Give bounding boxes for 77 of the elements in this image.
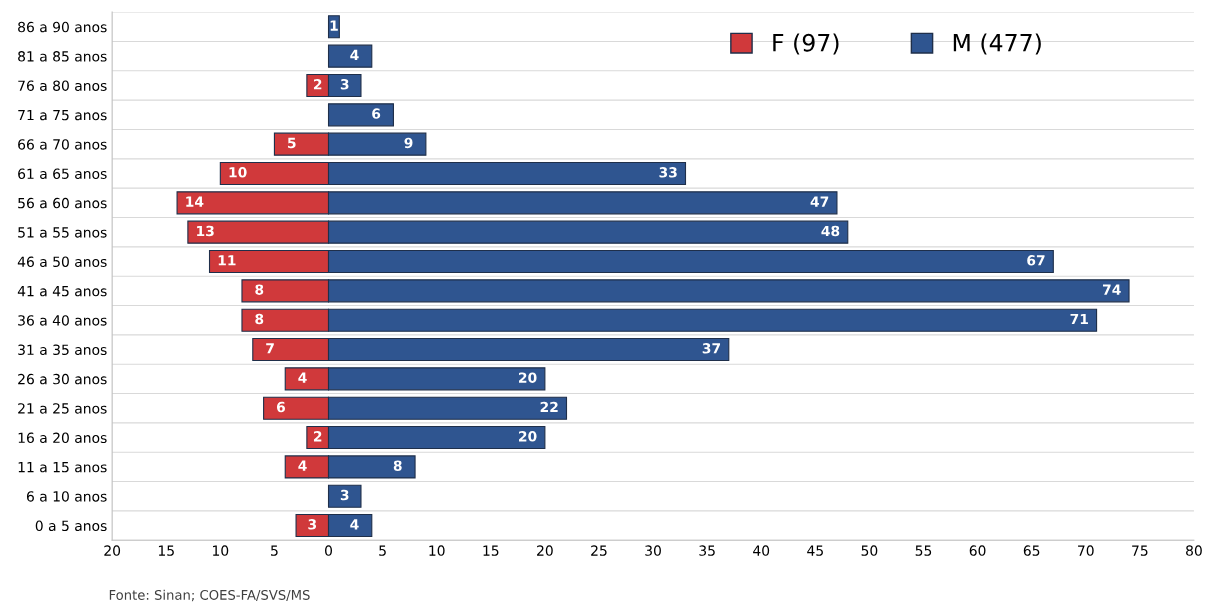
x-tick-label: 80 xyxy=(1186,545,1202,556)
x-tick-label: 35 xyxy=(699,545,715,556)
source-note: Fonte: Sinan; COES-FA/SVS/MS xyxy=(109,589,310,602)
data-label: 4 xyxy=(298,372,307,383)
data-label: 8 xyxy=(393,460,402,471)
y-tick-label: 81 a 85 anos xyxy=(18,51,107,62)
x-tick-label: 60 xyxy=(969,545,986,556)
x-tick-label: 75 xyxy=(1132,545,1148,556)
y-tick-label: 36 a 40 anos xyxy=(18,315,107,326)
data-label: 6 xyxy=(372,108,381,119)
y-tick-label: 86 a 90 anos xyxy=(18,21,107,33)
data-label: 4 xyxy=(350,49,359,60)
data-label: 8 xyxy=(255,284,264,295)
data-label: 8 xyxy=(255,313,264,325)
data-label: 2 xyxy=(313,431,322,442)
data-label: 5 xyxy=(287,137,296,149)
legend-label: F (97) xyxy=(773,33,839,55)
x-tick-label: 25 xyxy=(591,545,607,556)
x-tick-label: 70 xyxy=(1078,545,1094,556)
y-tick-label: 0 a 5 anos xyxy=(35,520,107,532)
x-tick-label: 65 xyxy=(1023,545,1040,556)
data-label: 2 xyxy=(313,79,322,90)
y-tick-label: 56 a 60 anos xyxy=(18,197,107,209)
y-tick-label: 46 a 50 anos xyxy=(17,256,107,267)
data-label: 4 xyxy=(298,460,307,471)
data-label: 22 xyxy=(540,401,558,413)
y-tick-label: 71 a 75 anos xyxy=(18,109,107,121)
y-tick-label: 51 a 55 anos xyxy=(18,227,107,238)
x-tick-label: 20 xyxy=(537,545,553,556)
data-label: 71 xyxy=(1070,313,1088,325)
data-label: 74 xyxy=(1102,284,1121,295)
y-tick-label: 21 a 25 anos xyxy=(18,403,107,414)
y-tick-label: 26 a 30 anos xyxy=(18,373,107,385)
data-label: 67 xyxy=(1027,255,1045,266)
data-label: 3 xyxy=(308,519,317,530)
data-label: 14 xyxy=(186,196,204,207)
x-tick-label: 50 xyxy=(861,545,878,556)
x-tick-label: 0 xyxy=(325,545,333,556)
data-label: 10 xyxy=(229,167,247,178)
data-label: 1 xyxy=(330,20,338,31)
y-tick-label: 6 a 10 anos xyxy=(26,491,107,502)
x-tick-label: 10 xyxy=(213,545,229,556)
y-tick-label: 11 a 15 anos xyxy=(18,462,107,473)
x-tick-label: 20 xyxy=(104,545,121,556)
y-tick-label: 31 a 35 anos xyxy=(18,344,107,356)
data-label: 3 xyxy=(340,79,349,90)
x-tick-label: 15 xyxy=(158,545,174,556)
data-label: 6 xyxy=(276,401,285,413)
data-label: 4 xyxy=(350,519,359,530)
y-tick-label: 41 a 45 anos xyxy=(17,286,107,297)
data-label: 7 xyxy=(266,343,274,354)
data-label: 11 xyxy=(218,255,236,266)
x-tick-label: 45 xyxy=(807,545,823,556)
x-tick-label: 40 xyxy=(753,545,770,556)
data-label: 13 xyxy=(197,225,214,237)
x-tick-label: 10 xyxy=(429,545,445,556)
data-label: 3 xyxy=(340,489,349,501)
x-tick-label: 15 xyxy=(483,545,499,556)
bar xyxy=(327,484,362,508)
y-tick-label: 66 a 70 anos xyxy=(18,139,107,150)
y-tick-label: 76 a 80 anos xyxy=(18,80,107,91)
y-tick-label: 61 a 65 anos xyxy=(18,168,107,179)
data-label: 37 xyxy=(702,343,721,354)
y-tick-label: 16 a 20 anos xyxy=(18,432,107,444)
x-tick-label: 5 xyxy=(379,545,386,556)
x-tick-label: 5 xyxy=(271,545,278,556)
x-tick-label: 55 xyxy=(915,545,932,556)
data-label: 20 xyxy=(519,431,537,442)
x-tick-label: 30 xyxy=(645,545,661,556)
data-label: 48 xyxy=(821,225,840,237)
data-label: 47 xyxy=(810,196,829,207)
bar xyxy=(327,103,394,127)
data-label: 20 xyxy=(519,372,537,383)
bar xyxy=(327,44,373,68)
legend-label: M (477) xyxy=(953,33,1041,55)
data-label: 33 xyxy=(659,167,677,178)
data-label: 9 xyxy=(404,137,413,149)
